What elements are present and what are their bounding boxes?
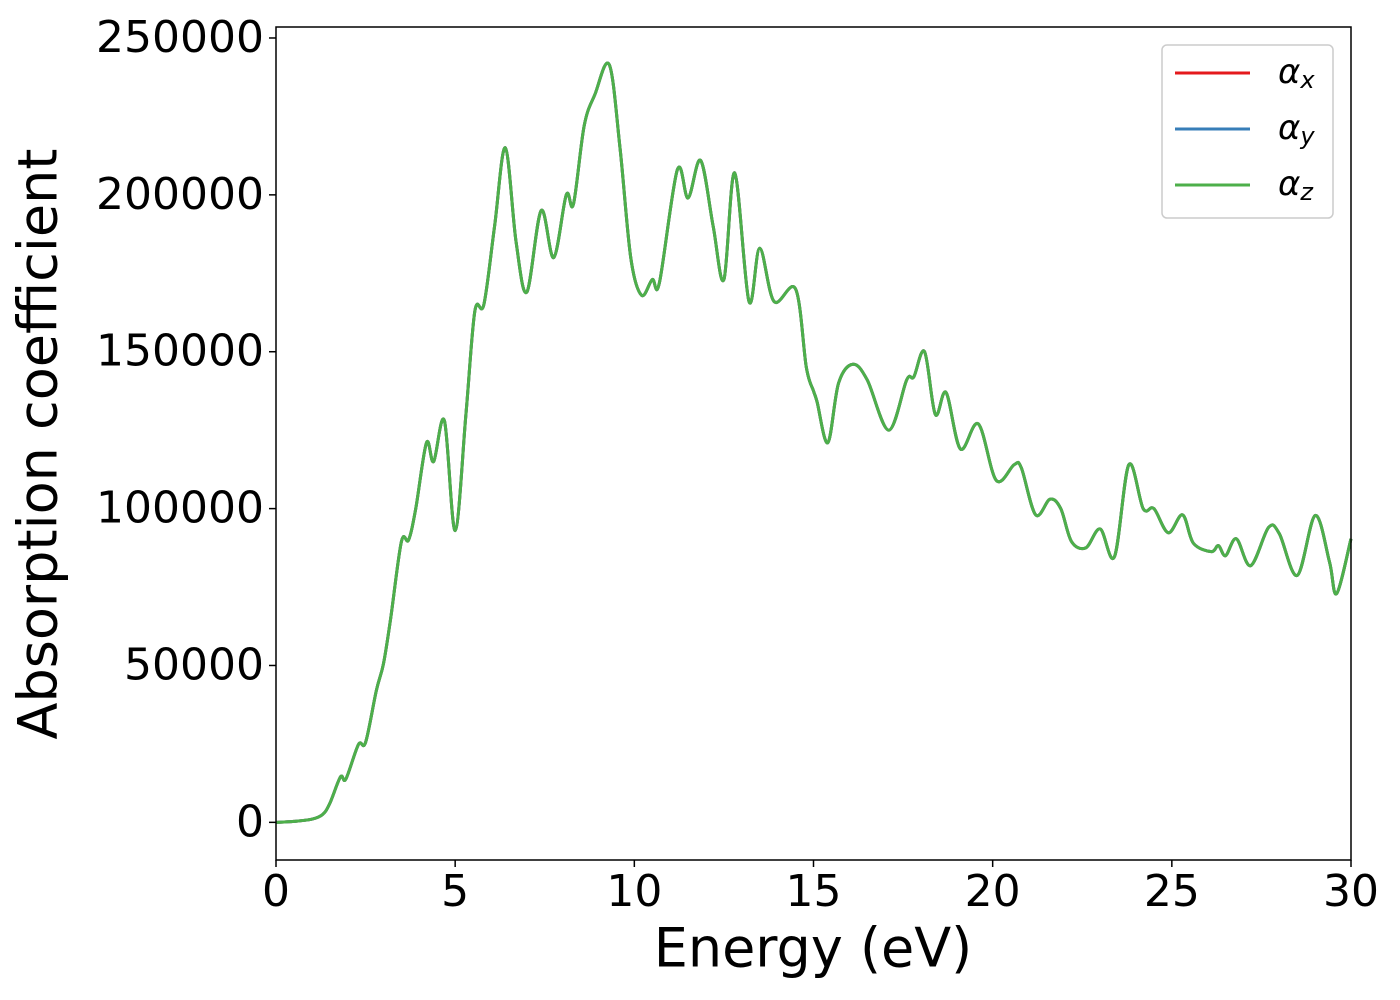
y-tick-label: 100000 [96,483,264,534]
y-tick-label: 50000 [124,639,264,690]
y-tick-label: 250000 [96,12,264,63]
x-tick-label: 5 [441,866,469,917]
x-tick-label: 10 [606,866,662,917]
x-axis-label: Energy (eV) [654,917,973,980]
y-axis-label: Absorption coefficient [7,149,70,740]
x-tick-label: 30 [1323,866,1379,917]
legend-label: αx [1278,52,1315,95]
y-tick-label: 0 [236,796,264,847]
x-tick-label: 25 [1144,866,1200,917]
legend-label: αy [1278,108,1315,151]
x-tick-label: 15 [786,866,842,917]
y-tick-label: 200000 [96,169,264,220]
legend-box [1161,44,1334,219]
x-tick-label: 0 [262,866,290,917]
plot-frame [275,26,1352,861]
x-tick-label: 20 [965,866,1021,917]
series-line [275,61,1353,824]
legend-label: αz [1278,164,1314,207]
y-tick-label: 150000 [96,326,264,377]
